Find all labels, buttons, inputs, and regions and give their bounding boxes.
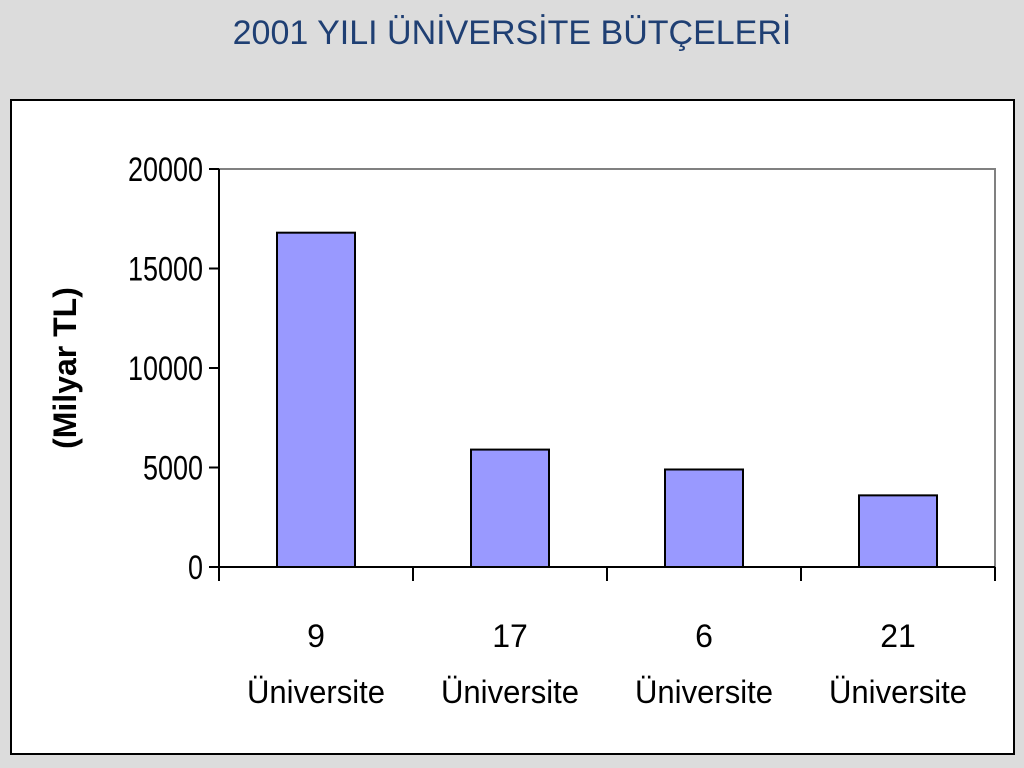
x-tick-label: Üniversite xyxy=(635,674,773,710)
bar-chart: 0 5000 10000 15000 20000 9 Üniversite 17 Üniver… xyxy=(47,151,996,710)
x-tick-label: 9 xyxy=(307,618,325,654)
page-title: 2001 YILI ÜNİVERSİTE BÜTÇELERİ xyxy=(232,14,792,52)
x-tick-label: Üniversite xyxy=(441,674,579,710)
x-tick-label: 21 xyxy=(880,618,916,654)
axes-group xyxy=(209,168,996,581)
y-tick-label: 0 xyxy=(188,549,203,587)
y-axis-title: (Milyar TL) xyxy=(47,287,83,449)
bar xyxy=(858,494,938,568)
x-tick-label: 6 xyxy=(695,618,713,654)
y-tick-label: 20000 xyxy=(128,151,203,189)
x-tick-label: 17 xyxy=(492,618,528,654)
x-tick-labels: 9 Üniversite 17 Üniversite 6 Üniversite 21 Üniv… xyxy=(247,618,967,710)
x-tick-label: Üniversite xyxy=(829,674,967,710)
chart-panel: 0 5000 10000 15000 20000 9 Üniversite 17 Üniver… xyxy=(10,99,1015,755)
bar xyxy=(664,468,744,568)
y-tick-labels: 0 5000 10000 15000 20000 xyxy=(128,151,203,587)
y-tick-label: 10000 xyxy=(128,350,203,388)
x-tick-label: Üniversite xyxy=(247,674,385,710)
y-tick-label: 15000 xyxy=(128,251,203,289)
bars-group xyxy=(276,231,938,568)
y-tick-label: 5000 xyxy=(143,450,203,488)
bar xyxy=(470,448,550,568)
bar xyxy=(276,231,356,568)
